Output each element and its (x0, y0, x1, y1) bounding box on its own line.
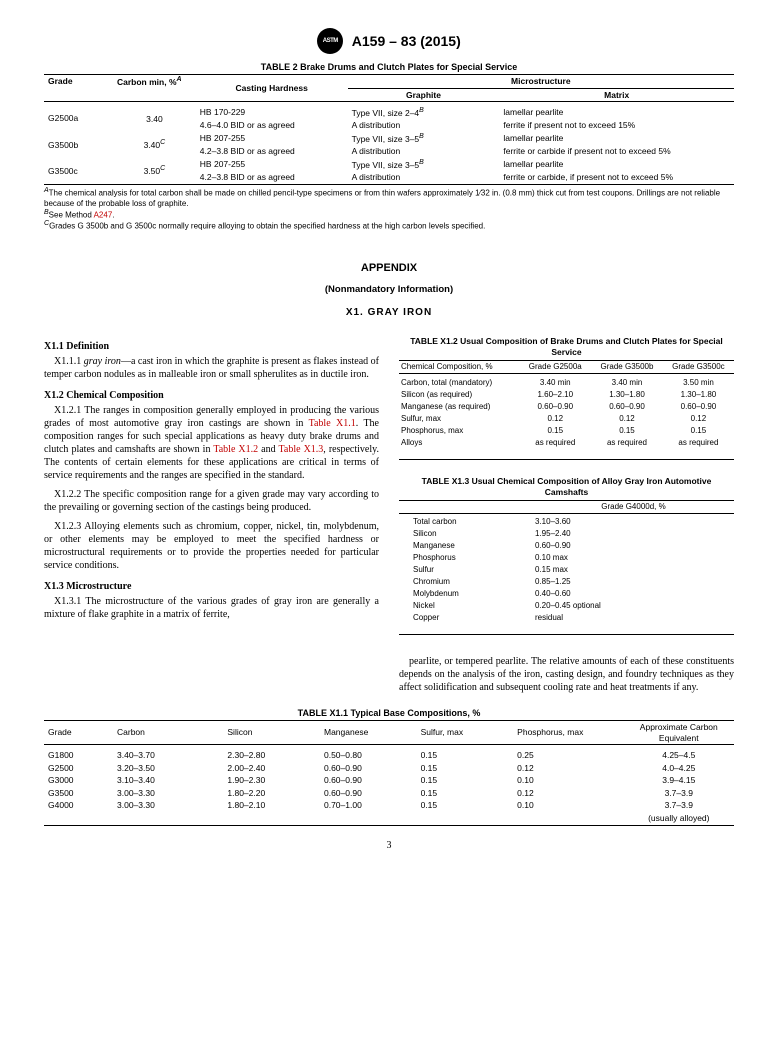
table2: Grade Carbon min, %A Casting Hardness Mi… (44, 75, 734, 184)
link-table-x11[interactable]: Table X1.1 (309, 418, 356, 429)
table2-footnotes: AThe chemical analysis for total carbon … (44, 187, 734, 232)
th-grade: Grade (44, 75, 113, 102)
table-row: Sulfur, max0.120.120.12 (399, 413, 734, 425)
x13-heading: X1.3 Microstructure (44, 580, 379, 593)
table-row: Copperresidual (399, 612, 734, 624)
table-row: Alloysas requiredas requiredas required (399, 437, 734, 449)
table-row: Silicon1.95–2.40 (399, 528, 734, 540)
page: A159 – 83 (2015) TABLE 2 Brake Drums and… (0, 0, 778, 871)
table-row: G35003.00–3.301.80–2.200.60–0.900.150.12… (44, 787, 734, 800)
table-row: Sulfur0.15 max (399, 564, 734, 576)
spec-id: A159 – 83 (2015) (352, 33, 461, 49)
appendix-title: APPENDIX (44, 262, 734, 274)
table-row: Chromium0.85–1.25 (399, 576, 734, 588)
table-row: (usually alloyed) (44, 812, 734, 825)
table-x12: Chemical Composition, % Grade G2500a Gra… (399, 361, 734, 449)
table-row: Grade G4000d, % (399, 501, 734, 514)
table-x13: Grade G4000d, % Total carbon3.10–3.60 Si… (399, 501, 734, 625)
page-number: 3 (44, 840, 734, 851)
footnote-a: AThe chemical analysis for total carbon … (44, 187, 734, 209)
table2-title: TABLE 2 Brake Drums and Clutch Plates fo… (44, 62, 734, 72)
link-a247[interactable]: A247 (94, 210, 113, 219)
x1-heading: X1. GRAY IRON (44, 307, 734, 318)
table-row: Silicon (as required)1.60–2.101.30–1.801… (399, 389, 734, 401)
table-row: G18003.40–3.702.30–2.800.50–0.800.150.25… (44, 749, 734, 762)
astm-logo-icon (317, 28, 343, 54)
x12-para2: X1.2.2 The specific composition range fo… (44, 488, 379, 514)
x12-para3: X1.2.3 Alloying elements such as chromiu… (44, 520, 379, 572)
table-x11: Grade Carbon Silicon Manganese Sulfur, m… (44, 721, 734, 825)
link-table-x13[interactable]: Table X1.3 (278, 444, 323, 455)
table-row: G3500b 3.40C HB 207-255 Type VII, size 3… (44, 132, 734, 145)
table-row: G25003.20–3.502.00–2.400.60–0.900.150.12… (44, 762, 734, 775)
table-x12-title: TABLE X1.2 Usual Composition of Brake Dr… (399, 336, 734, 358)
left-column: X1.1 Definition X1.1.1 gray iron—a cast … (44, 332, 379, 700)
x11-para: X1.1.1 gray iron—a cast iron in which th… (44, 355, 379, 381)
x12-para1: X1.2.1 The ranges in composition general… (44, 404, 379, 482)
th-matrix: Matrix (499, 88, 734, 102)
right-column: TABLE X1.2 Usual Composition of Brake Dr… (399, 332, 734, 700)
table-row: Phosphorus0.10 max (399, 552, 734, 564)
th-micro: Microstructure (348, 75, 734, 88)
table-row: Molybdenum0.40–0.60 (399, 588, 734, 600)
x13-para2: pearlite, or tempered pearlite. The rela… (399, 655, 734, 694)
table-row: Manganese0.60–0.90 (399, 540, 734, 552)
link-table-x12[interactable]: Table X1.2 (213, 444, 258, 455)
table2-rule-bottom (44, 184, 734, 185)
table-x11-title: TABLE X1.1 Typical Base Compositions, % (44, 708, 734, 718)
footnote-b: BSee Method A247. (44, 209, 734, 221)
table-row: G2500a 3.40 HB 170-229 Type VII, size 2–… (44, 106, 734, 119)
table-row: Chemical Composition, % Grade G2500a Gra… (399, 361, 734, 374)
th-casting: Casting Hardness (196, 75, 348, 102)
table-row: Grade Carbon Silicon Manganese Sulfur, m… (44, 721, 734, 745)
table-row: G30003.10–3.401.90–2.300.60–0.900.150.10… (44, 774, 734, 787)
footnote-c: CGrades G 3500b and G 3500c normally req… (44, 220, 734, 232)
two-column-body: X1.1 Definition X1.1.1 gray iron—a cast … (44, 332, 734, 700)
th-carbon: Carbon min, %A (113, 75, 196, 102)
table-row: G40003.00–3.301.80–2.100.70–1.000.150.10… (44, 799, 734, 812)
nonmandatory-label: (Nonmandatory Information) (44, 284, 734, 295)
table-row: Nickel0.20–0.45 optional (399, 600, 734, 612)
table-row: Total carbon3.10–3.60 (399, 516, 734, 528)
table-row: Phosphorus, max0.150.150.15 (399, 425, 734, 437)
x13-para1: X1.3.1 The microstructure of the various… (44, 595, 379, 621)
x12-heading: X1.2 Chemical Composition (44, 389, 379, 402)
table2-head-row1: Grade Carbon min, %A Casting Hardness Mi… (44, 75, 734, 88)
document-header: A159 – 83 (2015) (44, 28, 734, 54)
table-row: Manganese (as required)0.60–0.900.60–0.9… (399, 401, 734, 413)
table-row: Carbon, total (mandatory)3.40 min3.40 mi… (399, 377, 734, 389)
x11-heading: X1.1 Definition (44, 340, 379, 353)
table-row: G3500c 3.50C HB 207-255 Type VII, size 3… (44, 158, 734, 171)
th-graphite: Graphite (348, 88, 500, 102)
table-x13-title: TABLE X1.3 Usual Chemical Composition of… (399, 476, 734, 498)
